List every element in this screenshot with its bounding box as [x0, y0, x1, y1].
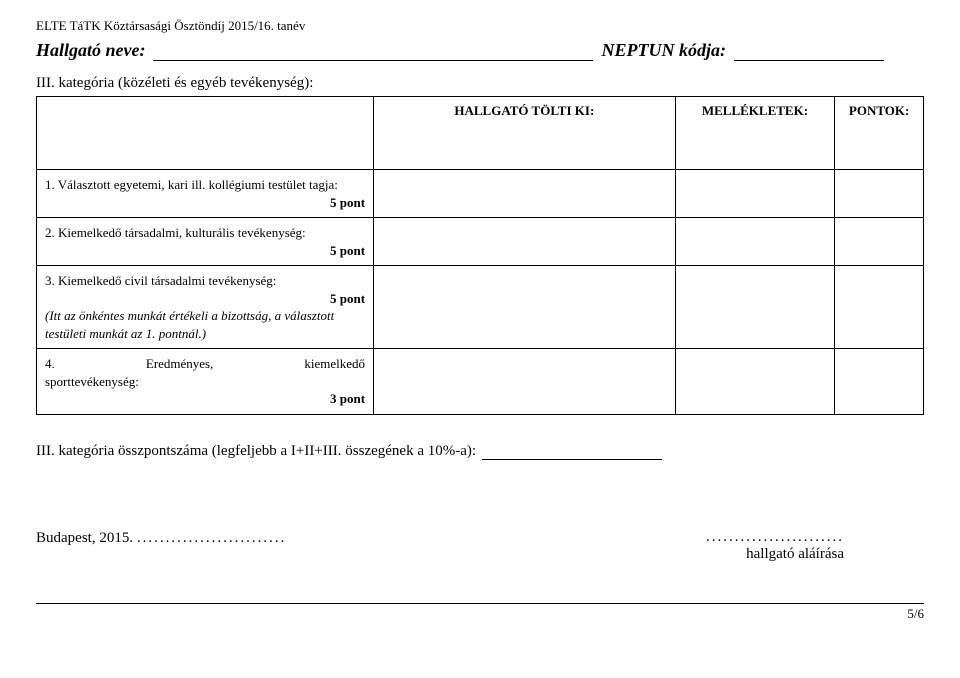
student-name-blank[interactable] — [153, 42, 593, 61]
section-title: III. kategória (közéleti és egyéb tevéke… — [36, 75, 924, 92]
th-fill: HALLGATÓ TÖLTI KI: — [374, 97, 676, 170]
table-row: 2. Kiemelkedő társadalmi, kulturális tev… — [37, 218, 924, 266]
row2-pont[interactable] — [835, 218, 924, 266]
row4-desc: 4. Eredményes, kiemelkedő sporttevékenys… — [37, 349, 374, 415]
summary-blank[interactable] — [482, 445, 662, 460]
row2-text: 2. Kiemelkedő társadalmi, kulturális tev… — [45, 225, 306, 240]
row4-left: 4. — [45, 355, 55, 373]
table-row: 1. Választott egyetemi, kari ill. kollég… — [37, 170, 924, 218]
summary-text: III. kategória összpontszáma (legfeljebb… — [36, 443, 476, 460]
th-mell: MELLÉKLETEK: — [675, 97, 835, 170]
summary-line: III. kategória összpontszáma (legfeljebb… — [36, 443, 924, 460]
signature-dots[interactable]: ........................ — [706, 529, 844, 545]
row2-desc: 2. Kiemelkedő társadalmi, kulturális tev… — [37, 218, 374, 266]
budapest-label: Budapest, 2015. — [36, 530, 133, 546]
document-header: ELTE TáTK Köztársasági Ösztöndíj 2015/16… — [36, 18, 924, 34]
row4-pont[interactable] — [835, 349, 924, 415]
row3-mell[interactable] — [675, 266, 835, 349]
row4-fill[interactable] — [374, 349, 676, 415]
row3-fill[interactable] — [374, 266, 676, 349]
table-row: 3. Kiemelkedő civil társadalmi tevékenys… — [37, 266, 924, 349]
row4-line2: sporttevékenység: — [45, 374, 139, 389]
row4-mid: Eredményes, — [146, 355, 214, 373]
signature-label: hallgató aláírása — [746, 546, 844, 562]
row1-text: 1. Választott egyetemi, kari ill. kollég… — [45, 177, 338, 192]
criteria-table: HALLGATÓ TÖLTI KI: MELLÉKLETEK: PONTOK: … — [36, 96, 924, 415]
row3-text: 3. Kiemelkedő civil társadalmi tevékenys… — [45, 273, 276, 288]
page: ELTE TáTK Köztársasági Ösztöndíj 2015/16… — [0, 0, 960, 634]
row2-mell[interactable] — [675, 218, 835, 266]
neptun-blank[interactable] — [734, 42, 884, 61]
row3-pont[interactable] — [835, 266, 924, 349]
row3-points: 5 pont — [45, 290, 365, 308]
row4-mell[interactable] — [675, 349, 835, 415]
page-footer: 5/6 — [36, 603, 924, 622]
th-desc — [37, 97, 374, 170]
row1-points: 5 pont — [45, 194, 365, 212]
row3-note: (Itt az önkéntes munkát értékeli a bizot… — [45, 308, 334, 341]
page-number: 5/6 — [907, 606, 924, 621]
student-name-label: Hallgató neve: — [36, 40, 145, 61]
table-header-row: HALLGATÓ TÖLTI KI: MELLÉKLETEK: PONTOK: — [37, 97, 924, 170]
table-row: 4. Eredményes, kiemelkedő sporttevékenys… — [37, 349, 924, 415]
row1-fill[interactable] — [374, 170, 676, 218]
row1-mell[interactable] — [675, 170, 835, 218]
row1-desc: 1. Választott egyetemi, kari ill. kollég… — [37, 170, 374, 218]
neptun-label: NEPTUN kódja: — [601, 40, 726, 61]
row4-right: kiemelkedő — [304, 355, 365, 373]
name-row: Hallgató neve: NEPTUN kódja: — [36, 40, 924, 61]
row2-points: 5 pont — [45, 242, 365, 260]
row4-points: 3 pont — [45, 390, 365, 408]
row2-fill[interactable] — [374, 218, 676, 266]
date-dots[interactable]: .......................... — [137, 530, 287, 546]
row3-desc: 3. Kiemelkedő civil társadalmi tevékenys… — [37, 266, 374, 349]
row1-pont[interactable] — [835, 170, 924, 218]
th-pont: PONTOK: — [835, 97, 924, 170]
